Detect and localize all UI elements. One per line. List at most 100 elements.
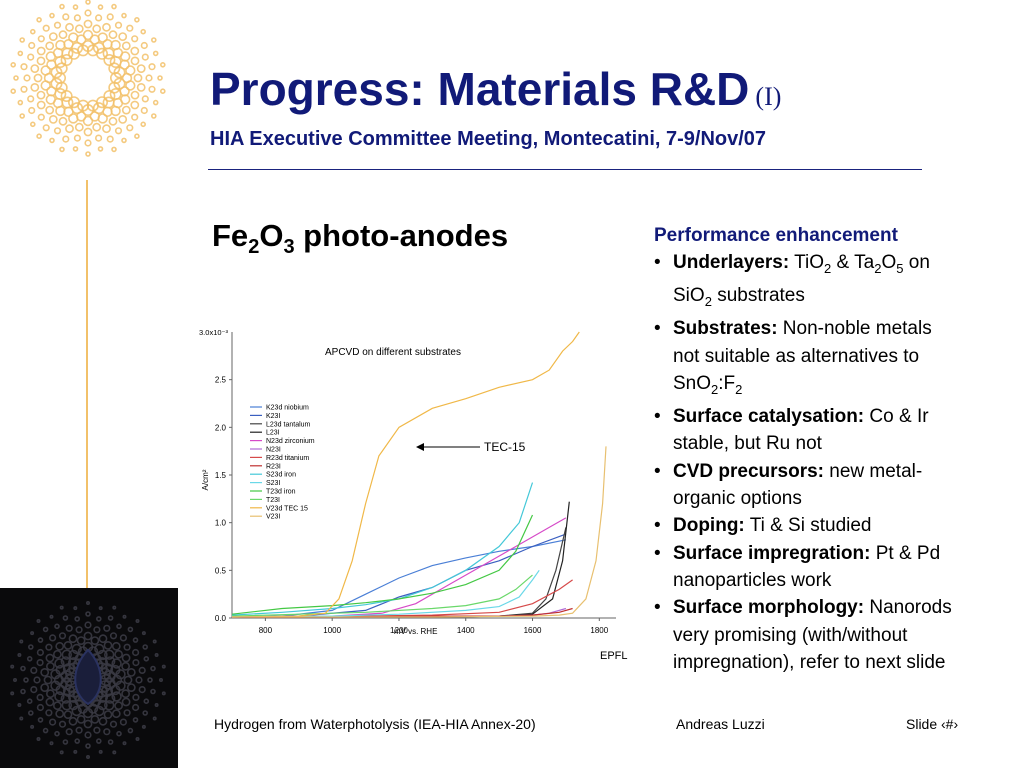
- x-axis-label: mV vs. RHE: [394, 627, 438, 636]
- performance-item: • CVD precursors: new metal-organic optio…: [654, 458, 954, 513]
- sun-ray-dot: [63, 710, 73, 719]
- sun-ray-dot: [28, 106, 36, 115]
- sun-ray-dot: [10, 664, 15, 669]
- sun-ray-dot: [65, 124, 74, 134]
- sun-ray-dot: [62, 135, 70, 143]
- sun-ray-dot: [118, 115, 128, 124]
- sun-ray-dot: [26, 698, 33, 704]
- sun-ray-dot: [73, 749, 78, 754]
- sun-ray-dot: [75, 626, 83, 634]
- sun-ray-dot: [37, 717, 44, 723]
- bullet-icon: •: [654, 542, 661, 564]
- sun-ray-dot: [138, 685, 146, 694]
- sun-ray-dot: [140, 106, 148, 115]
- sun-ray-dot: [10, 62, 16, 68]
- sun-ray-dot: [130, 56, 140, 66]
- y-tick-label: 0.0: [215, 614, 227, 623]
- dark-sun-logo: [10, 601, 166, 760]
- performance-item: • Substrates: Non-noble metals not suitab…: [654, 315, 954, 403]
- sun-ray-dot: [86, 601, 91, 606]
- footer-author: Andreas Luzzi: [676, 716, 765, 732]
- sun-ray-dot: [74, 616, 80, 622]
- item-label: Doping:: [673, 515, 745, 537]
- series-line: [232, 501, 570, 618]
- sun-ray-dot: [130, 90, 140, 100]
- sun-ray-dot: [119, 59, 130, 70]
- x-tick-label: 1400: [457, 626, 475, 635]
- item-subscript: 2: [711, 381, 719, 397]
- legend-entry: N23d zirconium: [266, 438, 315, 445]
- sun-ray-dot: [97, 4, 104, 10]
- heading-part: Fe: [212, 218, 249, 253]
- drop-icon: [74, 648, 102, 706]
- sun-ray-dot: [112, 750, 117, 755]
- sun-ray-dot: [77, 703, 89, 714]
- sun-ray-dot: [134, 16, 140, 23]
- sun-ray-dot: [45, 41, 55, 51]
- sun-ray-dot: [29, 28, 36, 35]
- sun-ray-dot: [36, 56, 46, 66]
- sun-ray-dot: [42, 24, 50, 32]
- sun-ray-dot: [110, 684, 121, 696]
- sun-ray-dot: [36, 693, 44, 701]
- sun-ray-dot: [132, 637, 139, 643]
- annotation-arrowhead-icon: [416, 443, 424, 451]
- legend-entry: L23I: [266, 430, 280, 437]
- sun-ray-dot: [114, 649, 123, 659]
- sun-ray-dot: [40, 65, 51, 76]
- sun-ray-dot: [121, 653, 131, 663]
- sun-ray-dot: [28, 41, 36, 50]
- item-text: new metal-organic options: [673, 460, 923, 510]
- item-text: Ti & Si studied: [744, 515, 872, 537]
- sun-ray-dot: [152, 639, 157, 644]
- item-label: Substrates:: [673, 318, 778, 340]
- sun-ray-dot: [131, 113, 139, 121]
- sun-ray-dot: [130, 46, 140, 56]
- legend-entry: T23d iron: [266, 489, 296, 496]
- sun-ray-dot: [93, 626, 101, 634]
- legend-entry: K23I: [266, 413, 280, 420]
- sun-ray-dot: [152, 99, 159, 106]
- sun-ray-dot: [103, 649, 115, 660]
- page-subtitle: HIA Executive Committee Meeting, Monteca…: [210, 128, 767, 150]
- sun-ray-dot: [45, 643, 53, 651]
- bullet-icon: •: [654, 318, 661, 340]
- sun-ray-dot: [58, 720, 67, 728]
- item-text: TiO: [789, 252, 825, 274]
- sun-ray-dot: [151, 113, 157, 119]
- sun-ray-dot: [83, 19, 93, 29]
- heading-part: O: [259, 218, 284, 253]
- sun-ray-dot: [54, 730, 60, 737]
- sun-ray-dot: [141, 631, 146, 636]
- sun-ray-dot: [53, 649, 62, 659]
- sun-ray-dot: [10, 691, 15, 696]
- item-subscript: 2: [874, 261, 882, 277]
- sun-ray-dot: [93, 726, 101, 734]
- sun-ray-dot: [94, 643, 105, 655]
- series-line: [232, 527, 567, 618]
- sun-ray-dot: [62, 739, 69, 745]
- x-tick-label: 1000: [323, 626, 341, 635]
- sun-ray-dot: [103, 710, 113, 719]
- sun-ray-dot: [148, 63, 156, 71]
- sun-ray-dot: [107, 615, 114, 621]
- sun-ray-dot: [19, 639, 24, 644]
- sun-ray-dot: [83, 127, 93, 137]
- sun-ray-dot: [53, 701, 62, 711]
- sun-ray-dot: [46, 689, 55, 699]
- sun-ray-dot: [33, 676, 41, 684]
- x-tick-label: 1800: [590, 626, 608, 635]
- sun-ray-dot: [96, 738, 102, 744]
- sun-ray-dot: [59, 146, 65, 153]
- sun-ray-dot: [85, 743, 91, 749]
- sun-ray-dot: [111, 3, 117, 10]
- sun-ray-dot: [60, 53, 73, 66]
- sun-ray-dot: [123, 643, 131, 651]
- sun-ray-dot: [154, 703, 159, 708]
- sun-ray-dot: [83, 631, 93, 641]
- y-tick-label: 1.5: [215, 471, 227, 480]
- sun-ray-dot: [142, 644, 148, 650]
- sun-ray-dot: [145, 74, 153, 82]
- sun-ray-dot: [127, 727, 134, 734]
- sun-ray-dot: [68, 716, 78, 726]
